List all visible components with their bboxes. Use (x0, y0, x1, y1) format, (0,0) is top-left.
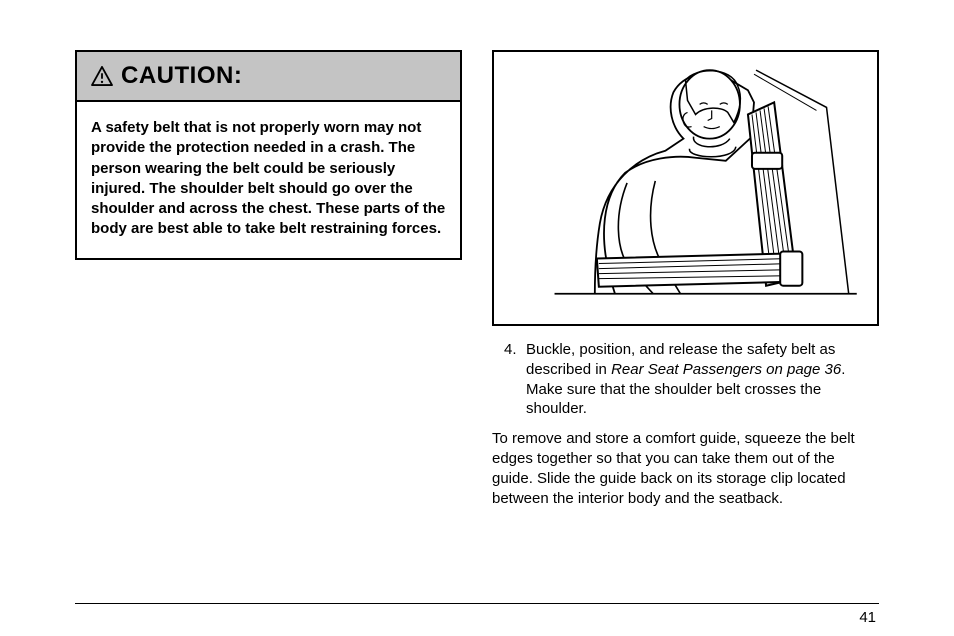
caution-box: CAUTION: A safety belt that is not prope… (75, 50, 462, 260)
warning-triangle-icon (91, 66, 113, 86)
step-list: 4. Buckle, position, and release the saf… (492, 340, 879, 419)
caution-body-text: A safety belt that is not properly worn … (77, 102, 460, 258)
seat-belt-illustration (492, 50, 879, 326)
lap-belt (597, 253, 794, 286)
step-4: 4. Buckle, position, and release the saf… (504, 340, 879, 419)
page-number: 41 (859, 609, 876, 626)
content-columns: CAUTION: A safety belt that is not prope… (75, 50, 879, 580)
step-number: 4. (504, 340, 526, 419)
figure-svg (494, 52, 877, 324)
caution-header: CAUTION: (77, 52, 460, 102)
left-column: CAUTION: A safety belt that is not prope… (75, 50, 462, 580)
footer-rule (75, 603, 879, 604)
body-paragraph: To remove and store a comfort guide, squ… (492, 429, 879, 508)
step-reference: Rear Seat Passengers on page 36 (611, 361, 841, 378)
step-text: Buckle, position, and release the safety… (526, 340, 879, 419)
caution-title: CAUTION: (121, 62, 242, 90)
right-column: 4. Buckle, position, and release the saf… (492, 50, 879, 580)
